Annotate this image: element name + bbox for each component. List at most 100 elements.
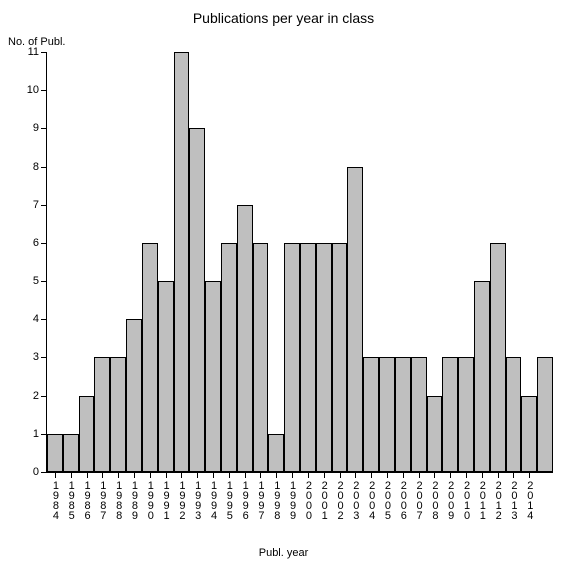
x-tick (118, 472, 119, 478)
x-tick-label: 1997 (255, 480, 266, 520)
x-tick-label: 1998 (271, 480, 282, 520)
x-tick (450, 472, 451, 478)
y-tick (41, 472, 47, 473)
x-tick (308, 472, 309, 478)
x-tick-label: 1989 (129, 480, 140, 520)
x-tick (419, 472, 420, 478)
x-tick-label: 2008 (429, 480, 440, 520)
y-tick (41, 281, 47, 282)
bar (458, 357, 474, 472)
x-tick (355, 472, 356, 478)
x-tick-label: 2007 (414, 480, 425, 520)
y-tick-label: 0 (33, 466, 39, 478)
bar (300, 243, 316, 472)
x-tick (197, 472, 198, 478)
x-tick-label: 2000 (303, 480, 314, 520)
x-tick-label: 1991 (161, 480, 172, 520)
y-tick-label: 1 (33, 428, 39, 440)
y-tick-label: 6 (33, 237, 39, 249)
bar (142, 243, 158, 472)
x-tick-label: 1994 (208, 480, 219, 520)
y-tick (41, 128, 47, 129)
x-axis-label: Publ. year (0, 547, 567, 559)
bar (521, 396, 537, 472)
bar (490, 243, 506, 472)
y-tick (41, 396, 47, 397)
x-tick (513, 472, 514, 478)
x-tick (466, 472, 467, 478)
x-tick-label: 1990 (145, 480, 156, 520)
x-tick-label: 2009 (445, 480, 456, 520)
bar (237, 205, 253, 472)
x-tick-label: 1985 (66, 480, 77, 520)
y-tick (41, 90, 47, 91)
bar (363, 357, 379, 472)
x-tick-label: 2002 (335, 480, 346, 520)
x-tick (102, 472, 103, 478)
y-tick-label: 7 (33, 199, 39, 211)
x-tick (340, 472, 341, 478)
x-tick-label: 2001 (319, 480, 330, 520)
bar (253, 243, 269, 472)
y-tick-label: 8 (33, 161, 39, 173)
x-tick (229, 472, 230, 478)
x-tick (134, 472, 135, 478)
x-tick (324, 472, 325, 478)
bar (411, 357, 427, 472)
x-tick (387, 472, 388, 478)
bar (205, 281, 221, 472)
x-tick-label: 1993 (192, 480, 203, 520)
bar (79, 396, 95, 472)
x-tick (498, 472, 499, 478)
x-tick (87, 472, 88, 478)
chart-title: Publications per year in class (0, 10, 567, 26)
bar (427, 396, 443, 472)
y-tick (41, 167, 47, 168)
bar (395, 357, 411, 472)
x-tick-label: 1995 (224, 480, 235, 520)
y-tick-label: 3 (33, 351, 39, 363)
bar (379, 357, 395, 472)
x-tick-label: 1984 (50, 480, 61, 520)
x-tick (434, 472, 435, 478)
x-tick (292, 472, 293, 478)
x-tick-label: 1996 (240, 480, 251, 520)
x-tick (276, 472, 277, 478)
x-tick-label: 1987 (97, 480, 108, 520)
y-tick (41, 319, 47, 320)
bar (189, 128, 205, 472)
x-tick (166, 472, 167, 478)
x-tick-label: 2010 (461, 480, 472, 520)
y-tick-label: 9 (33, 122, 39, 134)
x-tick-label: 1988 (113, 480, 124, 520)
bar (332, 243, 348, 472)
x-tick-label: 2006 (398, 480, 409, 520)
x-tick-label: 2013 (508, 480, 519, 520)
x-tick (245, 472, 246, 478)
y-tick (41, 357, 47, 358)
y-tick-label: 5 (33, 275, 39, 287)
y-tick-label: 4 (33, 313, 39, 325)
bar (474, 281, 490, 472)
x-tick-label: 2005 (382, 480, 393, 520)
x-tick (482, 472, 483, 478)
y-tick-label: 11 (28, 46, 39, 58)
bar (506, 357, 522, 472)
y-tick (41, 243, 47, 244)
bar (537, 357, 553, 472)
bar (174, 52, 190, 472)
bar (221, 243, 237, 472)
y-tick-label: 10 (27, 84, 39, 96)
x-tick (55, 472, 56, 478)
bar (268, 434, 284, 472)
bar (47, 434, 63, 472)
x-tick (529, 472, 530, 478)
bar (110, 357, 126, 472)
bar (158, 281, 174, 472)
bar (94, 357, 110, 472)
bar (63, 434, 79, 472)
bar (347, 167, 363, 472)
y-tick (41, 52, 47, 53)
chart-container: Publications per year in class No. of Pu… (0, 0, 567, 567)
x-tick (260, 472, 261, 478)
